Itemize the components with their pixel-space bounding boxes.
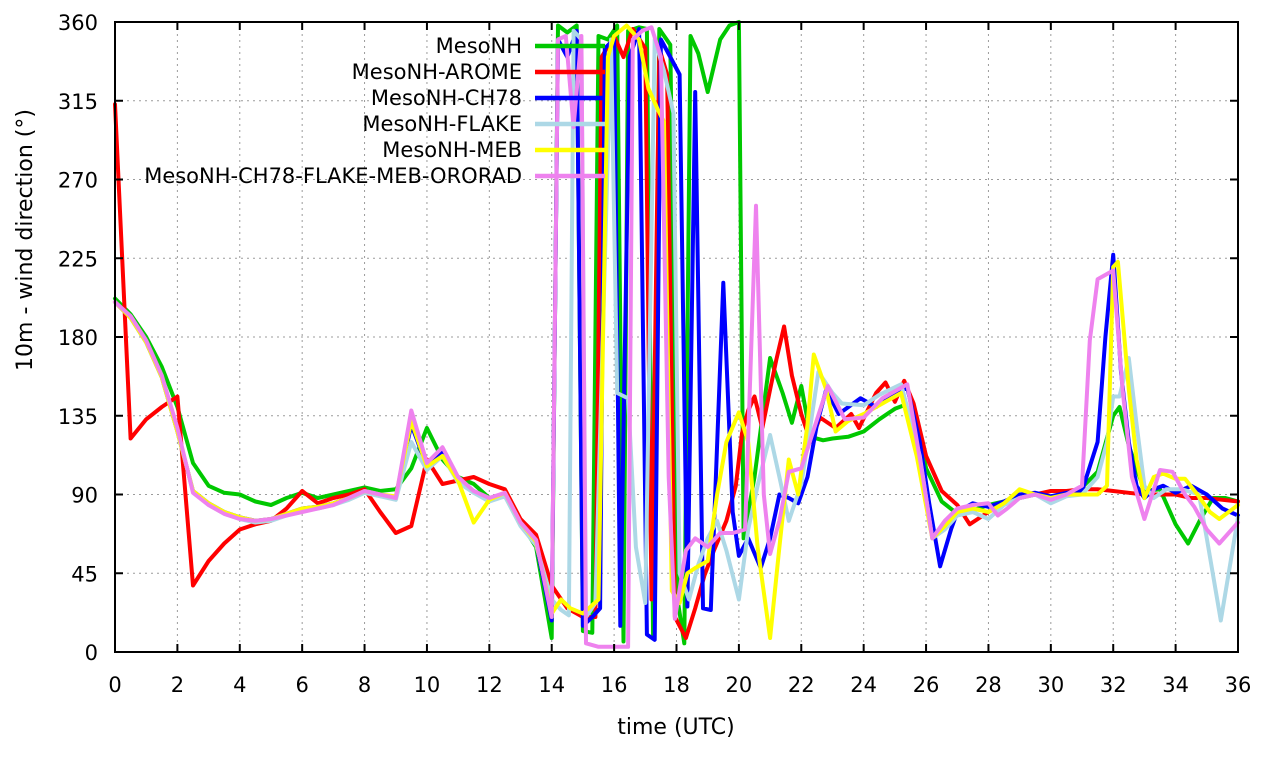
- legend-item: MesoNH-CH78-FLAKE-MEB-ORORAD: [144, 164, 605, 188]
- y-tick-label: 270: [58, 169, 98, 193]
- x-tick-label: 36: [1225, 673, 1252, 697]
- x-tick-label: 6: [295, 673, 308, 697]
- x-axis-title: time (UTC): [617, 715, 734, 740]
- legend-item: MesoNH-MEB: [382, 138, 605, 162]
- legend-item: MesoNH-AROME: [352, 60, 605, 84]
- legend-label: MesoNH-CH78-FLAKE-MEB-ORORAD: [144, 164, 522, 188]
- data-series: [113, 20, 1240, 649]
- legend-label: MesoNH: [436, 34, 522, 58]
- legend-label: MesoNH-FLAKE: [362, 112, 522, 136]
- legend-label: MesoNH-CH78: [371, 86, 522, 110]
- x-tick-label: 10: [414, 673, 441, 697]
- x-tick-label: 16: [601, 673, 628, 697]
- legend-label: MesoNH-AROME: [352, 60, 522, 84]
- y-tick-label: 90: [71, 484, 98, 508]
- y-tick-label: 135: [58, 405, 98, 429]
- x-tick-label: 26: [913, 673, 940, 697]
- legend-item: MesoNH: [436, 34, 605, 58]
- x-tick-label: 22: [788, 673, 815, 697]
- y-tick-label: 360: [58, 11, 98, 35]
- x-tick-label: 14: [538, 673, 565, 697]
- legend-label: MesoNH-MEB: [382, 138, 522, 162]
- y-tick-label: 225: [58, 247, 98, 271]
- axis-ticks: [114, 21, 1239, 653]
- x-tick-label: 18: [663, 673, 690, 697]
- x-tick-label: 30: [1037, 673, 1064, 697]
- x-tick-label: 34: [1162, 673, 1189, 697]
- y-tick-label: 315: [58, 90, 98, 114]
- x-tick-label: 24: [850, 673, 877, 697]
- y-axis-title: 10m - wind direction (°): [13, 109, 38, 371]
- legend: MesoNHMesoNH-AROMEMesoNH-CH78MesoNH-FLAK…: [144, 34, 605, 188]
- x-tick-label: 12: [476, 673, 503, 697]
- legend-item: MesoNH-FLAKE: [362, 112, 605, 136]
- x-tick-label: 0: [108, 673, 121, 697]
- y-tick-label: 0: [85, 641, 98, 665]
- axis-tick-labels: 0 2 4 6 8 10 12 14 16 18 20 22 24 26 28 30 32 34 360459013…: [58, 11, 1251, 697]
- x-tick-label: 2: [171, 673, 184, 697]
- x-tick-label: 20: [726, 673, 753, 697]
- x-tick-label: 28: [975, 673, 1002, 697]
- y-tick-label: 45: [71, 562, 98, 586]
- series-line-MesoNH-CH78-FLAKE-MEB-ORORAD: [113, 25, 1240, 649]
- x-tick-label: 4: [233, 673, 246, 697]
- legend-item: MesoNH-CH78: [371, 86, 605, 110]
- y-tick-label: 180: [58, 326, 98, 350]
- x-tick-label: 32: [1100, 673, 1127, 697]
- x-tick-label: 8: [358, 673, 371, 697]
